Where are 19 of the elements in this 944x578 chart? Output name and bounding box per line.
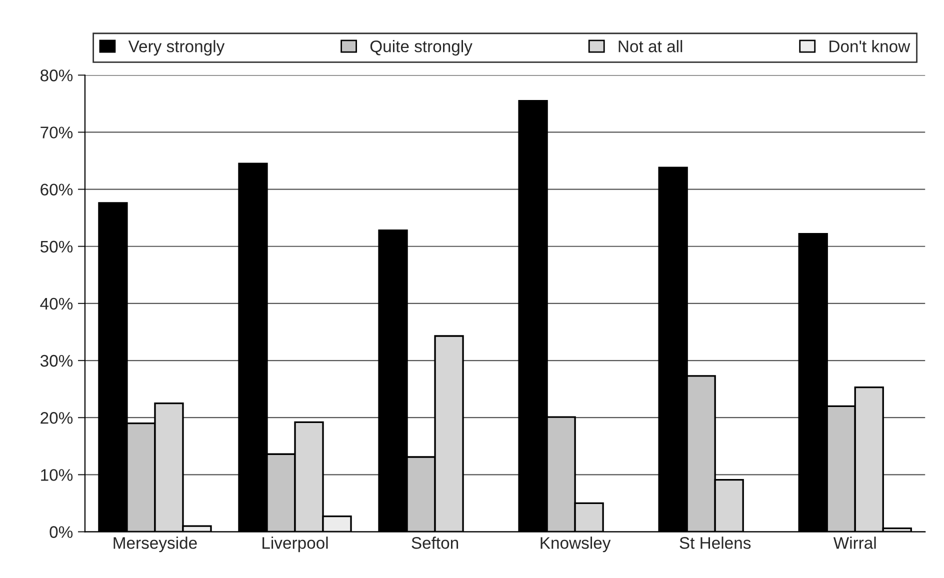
y-tick-label: 70%	[40, 126, 73, 138]
x-tick-label: Sefton	[412, 536, 458, 549]
legend-label: Very strongly	[128, 40, 225, 56]
y-tick-label: 40%	[40, 298, 73, 310]
y-tick-label: 10%	[41, 469, 73, 481]
x-tick-label: Merseyside	[114, 536, 197, 552]
y-tick-label: 30%	[40, 354, 73, 367]
x-tick-label: Liverpool	[262, 536, 328, 552]
x-tick-label: St Helens	[680, 536, 751, 549]
legend-label: Not at all	[618, 40, 682, 52]
x-tick-label: Knowsley	[540, 536, 611, 552]
y-tick-label: 20%	[40, 412, 73, 424]
x-tick-label: Wirral	[833, 536, 876, 549]
y-tick-label: 80%	[40, 70, 73, 82]
y-tick-label: 0%	[50, 526, 73, 538]
y-tick-label: 50%	[40, 240, 73, 253]
y-tick-label: 60%	[40, 184, 73, 196]
legend-label: Quite strongly	[370, 40, 472, 56]
legend-label: Don't know	[830, 40, 910, 52]
